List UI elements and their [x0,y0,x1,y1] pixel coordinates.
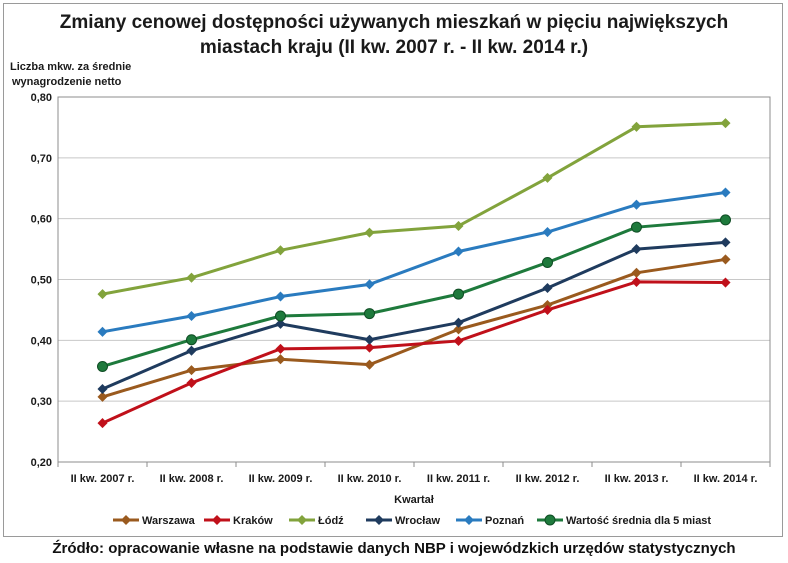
legend-label: Warszawa [142,515,196,527]
data-point [720,187,731,198]
series-line [102,121,726,296]
y-tick-label: 0,30 [31,396,52,408]
data-point [275,318,286,329]
x-tick-label: II kw. 2008 r. [160,473,224,485]
data-point [97,383,108,395]
data-point [453,317,464,328]
y-axis-label: Liczba mkw. za średnie wynagrodzenie net… [10,60,140,90]
data-point [275,291,286,302]
data-point [542,227,553,238]
chart-title-line-2: miastach kraju (II kw. 2007 r. - II kw. … [199,37,589,58]
legend-marker [120,514,132,526]
data-point [364,359,375,370]
legend-label: Łódź [318,515,344,527]
data-point [631,244,642,255]
y-axis-label-line-2: wynagrodzenie netto [12,76,122,88]
data-point [631,276,642,287]
data-point [453,246,464,257]
data-point [186,365,197,376]
data-point [186,310,197,322]
chart-title: Zmiany cenowej dostępności używanych mie… [0,10,788,60]
legend-marker [296,514,308,526]
x-tick-label: II kw. 2007 r. [71,473,135,485]
legend-label: Wartość średnia dla 5 miast [566,515,711,527]
data-point [453,288,464,300]
data-point [364,342,375,353]
y-tick-label: 0,50 [31,275,52,287]
data-point [542,172,553,183]
data-point [631,267,642,278]
data-point [631,221,642,233]
data-point [720,214,731,226]
legend-label: Poznań [485,515,524,527]
y-tick-label: 0,70 [31,153,52,165]
legend-marker [544,514,556,526]
data-point [542,282,553,294]
data-point [542,256,553,268]
data-point [364,308,375,320]
data-point [364,279,375,290]
x-tick-label: II kw. 2009 r. [249,473,313,485]
chart-title-line-1: Zmiany cenowej dostępności używanych mie… [59,12,729,33]
x-tick-label: II kw. 2011 r. [427,473,490,485]
x-tick-label: II kw. 2014 r. [694,473,758,485]
data-point [453,324,464,335]
series-line [102,257,726,399]
source-note: Źródło: opracowanie własne na podstawie … [52,540,736,557]
series-line [102,191,726,334]
data-point [275,343,286,354]
legend-label: Kraków [233,515,273,527]
y-tick-label: 0,20 [31,457,52,469]
data-point [720,237,731,248]
data-point [720,254,731,265]
data-point [631,121,642,132]
series-line [102,218,726,368]
data-point [720,277,731,288]
data-point [364,227,375,238]
data-point [97,326,108,337]
y-axis-label-line-1: Liczba mkw. za średnie [10,61,132,73]
x-tick-label: II kw. 2010 r. [338,473,402,485]
legend-label: Wrocław [395,515,440,527]
legend-marker [211,514,223,526]
data-point [186,377,197,388]
x-tick-label: II kw. 2012 r. [516,473,580,485]
y-tick-label: 0,80 [31,92,52,104]
series-line [101,280,726,425]
x-tick-label: II kw. 2013 r. [605,473,669,485]
legend-marker [463,514,475,526]
legend-marker [373,514,385,526]
data-point [97,360,108,372]
data-point [186,345,197,356]
data-point [275,310,286,322]
data-point [720,118,731,129]
data-point [364,334,375,345]
x-axis-label: Kwartał [394,494,434,506]
data-point [631,199,642,210]
data-point [97,289,108,300]
data-point [275,354,286,365]
data-point [453,335,464,346]
y-tick-label: 0,60 [31,214,52,226]
data-point [97,391,108,402]
y-tick-label: 0,40 [31,335,52,347]
series-line [101,240,726,391]
data-point [186,334,197,346]
data-point [542,304,553,315]
data-point [275,245,286,256]
data-point [186,272,197,283]
data-point [97,418,108,429]
data-point [453,220,464,231]
